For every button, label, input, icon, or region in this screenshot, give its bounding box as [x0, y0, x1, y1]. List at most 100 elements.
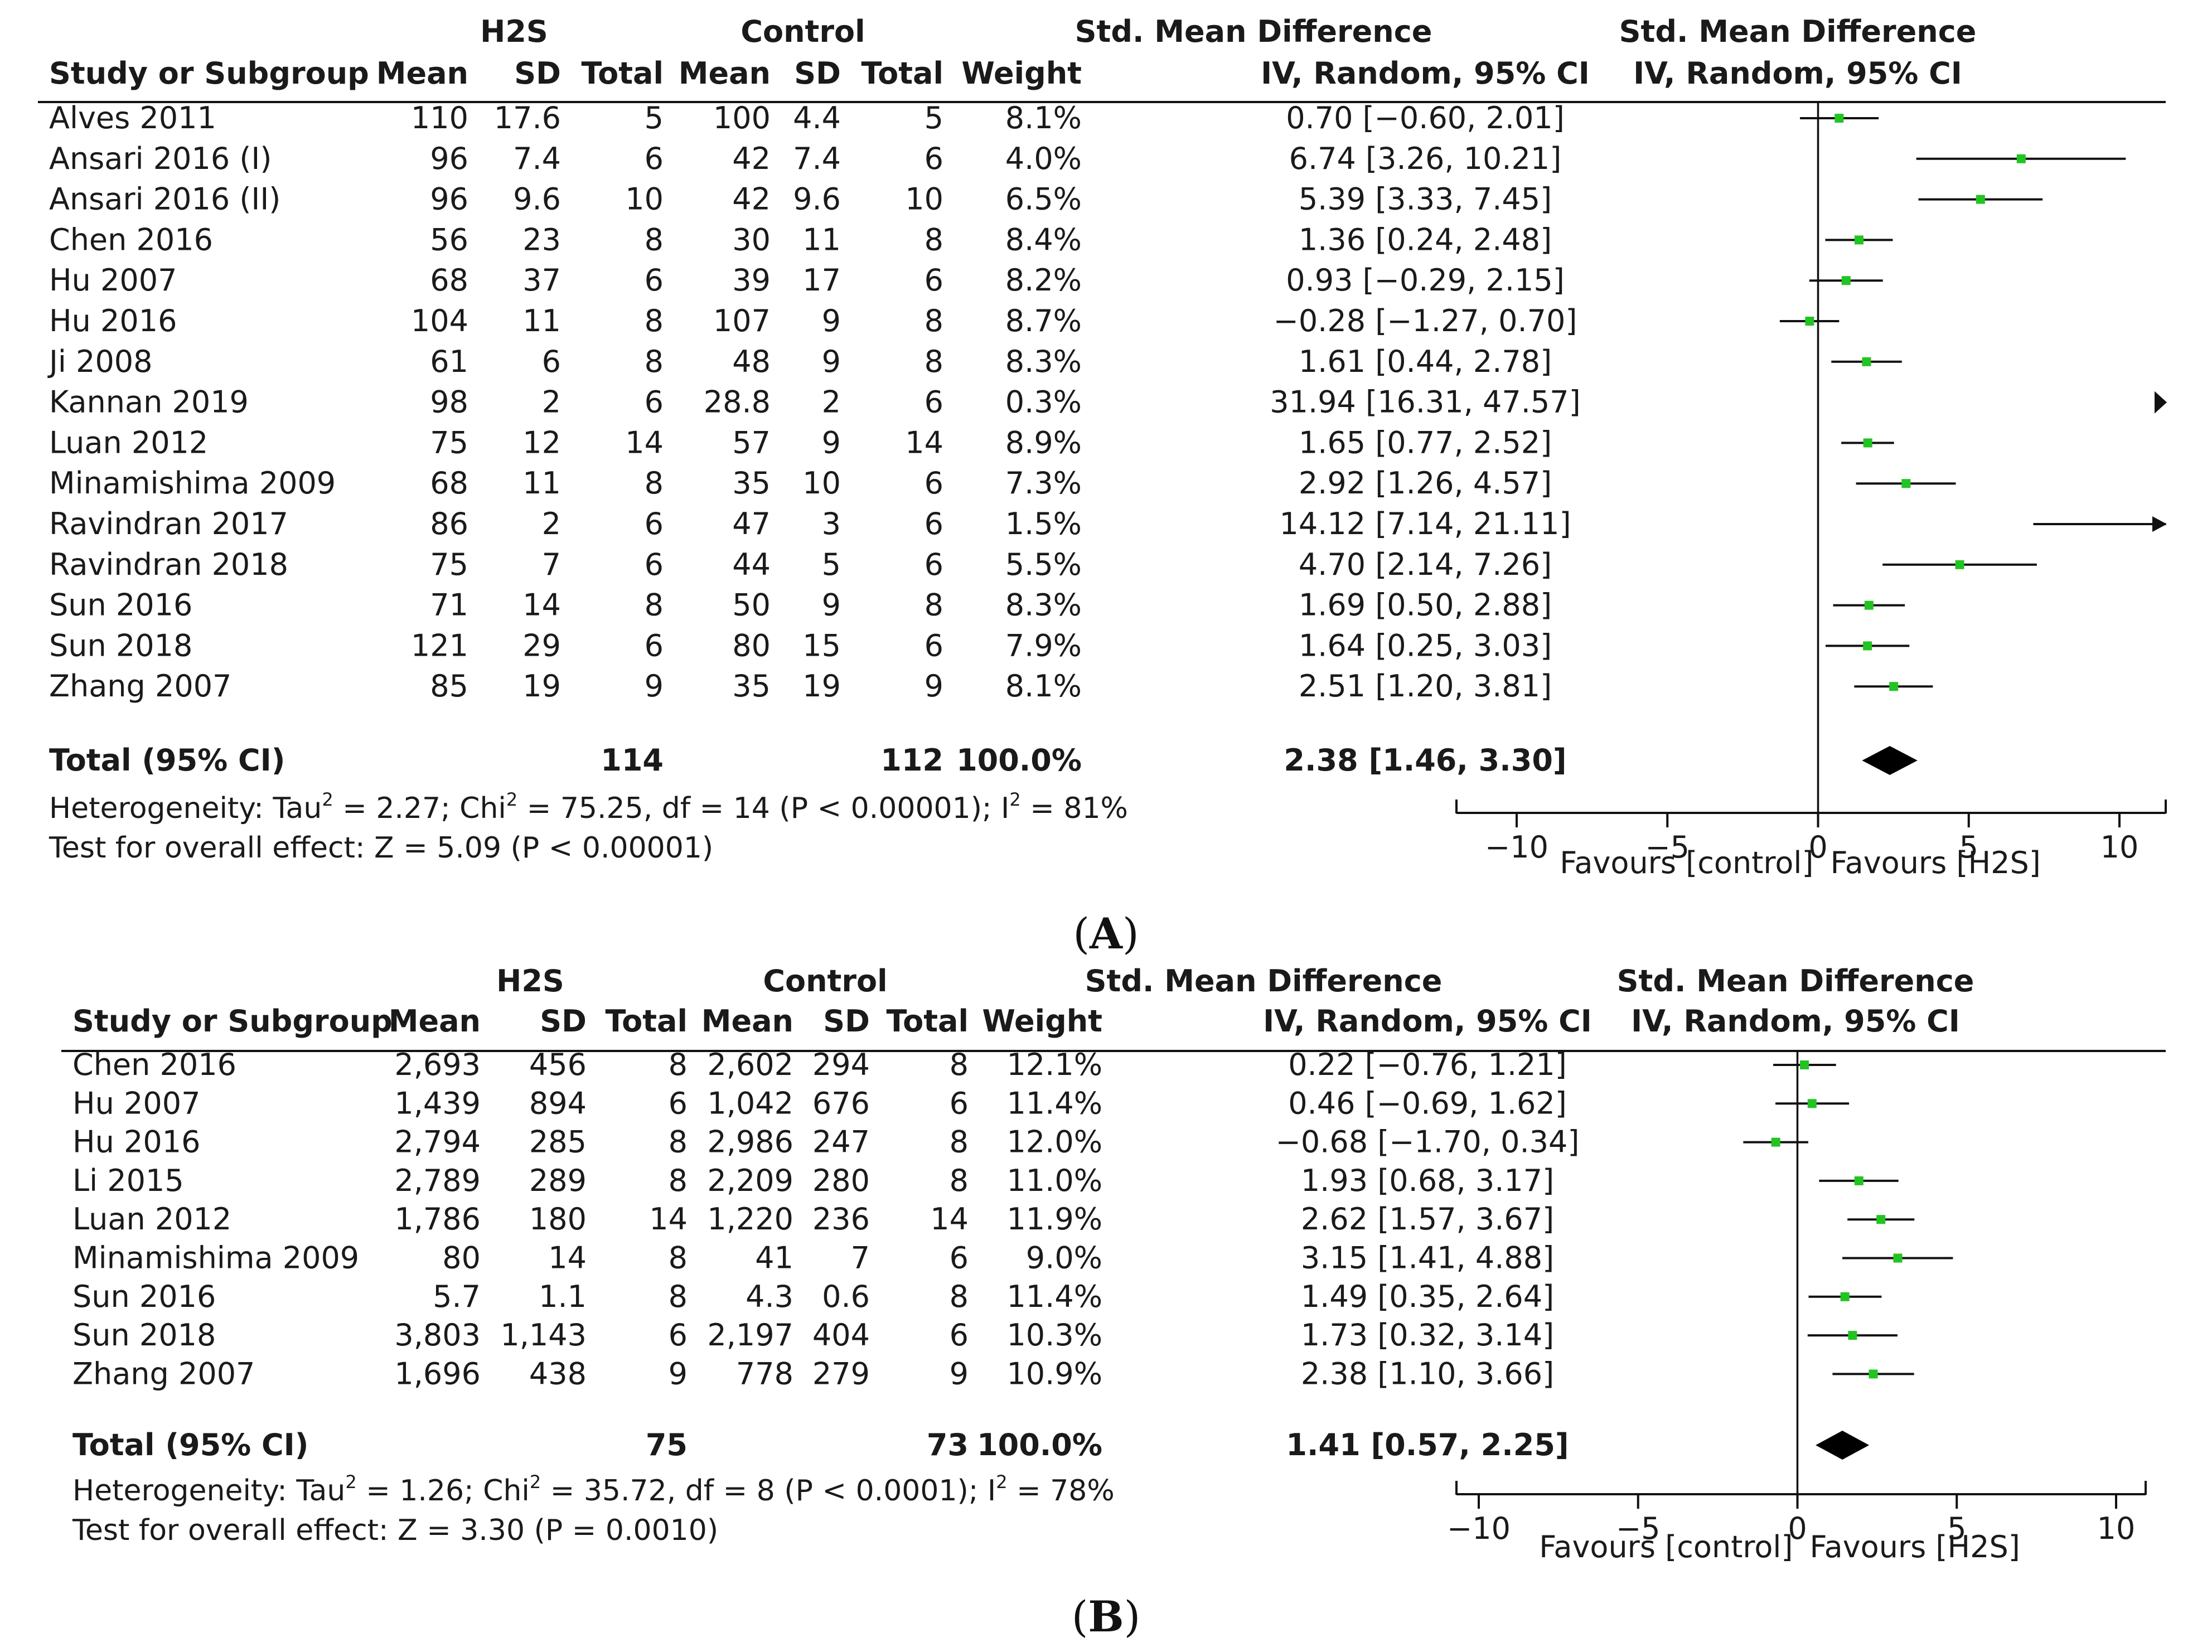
- study-name: Hu 2007: [72, 1086, 200, 1121]
- h2s-sd: 456: [529, 1047, 587, 1082]
- col-control-mean: Mean: [701, 1004, 793, 1039]
- smd-ci-text: 0.46 [−0.69, 1.62]: [1288, 1086, 1567, 1121]
- control-sd: 3: [822, 506, 841, 541]
- control-sd: 10: [802, 466, 841, 501]
- point-estimate: [1901, 479, 1911, 488]
- study-row: Sun 2018 3,803 1,143 6 2,197 404 6 10.3% 1.73 [0…: [72, 1317, 1898, 1353]
- heterogeneity-prefix: Heterogeneity: Tau: [72, 1474, 345, 1508]
- control-sd: 279: [812, 1356, 870, 1391]
- h2s-total: 6: [645, 141, 664, 176]
- group-header-h2s: H2S: [496, 963, 564, 999]
- h2s-sd: 285: [529, 1125, 587, 1160]
- smd-ci-text: 31.94 [16.31, 47.57]: [1270, 385, 1580, 420]
- h2s-mean: 68: [430, 466, 468, 501]
- point-estimate: [1869, 1369, 1878, 1379]
- point-estimate: [1771, 1137, 1780, 1147]
- h2s-mean: 121: [411, 628, 468, 663]
- control-total: 5: [925, 100, 943, 135]
- h2s-mean: 104: [411, 303, 468, 338]
- study-name: Hu 2016: [72, 1125, 200, 1160]
- control-sd: 236: [812, 1202, 870, 1237]
- h2s-total: 6: [645, 547, 664, 582]
- h2s-sd: 11: [522, 466, 561, 501]
- weight: 8.7%: [1005, 303, 1082, 338]
- heterogeneity-text: Heterogeneity: Tau2 = 2.27; Chi2 = 75.25…: [49, 789, 1128, 825]
- smd-ci-text: 1.93 [0.68, 3.17]: [1301, 1163, 1554, 1198]
- study-name: Hu 2016: [49, 303, 177, 338]
- study-name: Sun 2018: [72, 1317, 216, 1353]
- h2s-mean: 75: [430, 547, 468, 582]
- x-tick-label: 0: [1808, 830, 1827, 865]
- x-tick-label: −10: [1485, 830, 1548, 865]
- h2s-sd: 438: [529, 1356, 587, 1391]
- h2s-mean: 56: [430, 222, 468, 257]
- control-mean: 48: [732, 344, 771, 379]
- weight: 7.9%: [1005, 628, 1082, 663]
- control-mean: 4.3: [746, 1279, 793, 1314]
- study-name: Luan 2012: [72, 1202, 231, 1237]
- study-name: Ravindran 2018: [49, 547, 288, 582]
- x-tick-label: 10: [2100, 830, 2139, 865]
- weight: 8.3%: [1005, 344, 1082, 379]
- plot-header-title: Std. Mean Difference: [1617, 963, 1974, 999]
- control-sd: 15: [802, 628, 841, 663]
- effect-header: Std. Mean Difference: [1085, 963, 1443, 999]
- h2s-mean: 5.7: [433, 1279, 481, 1314]
- h2s-sd: 2: [542, 385, 561, 420]
- h2s-sd: 894: [529, 1086, 587, 1121]
- study-row: Sun 2018 121 29 6 80 15 6 7.9% 1.64 [0.25, 3.03]: [49, 628, 1910, 663]
- h2s-total: 8: [669, 1163, 688, 1198]
- h2s-mean: 2,794: [394, 1125, 481, 1160]
- h2s-total: 8: [669, 1047, 688, 1082]
- smd-ci-text: 1.61 [0.44, 2.78]: [1299, 344, 1552, 379]
- x-tick-label: 5: [1947, 1511, 1966, 1546]
- h2s-sd: 9.6: [513, 182, 561, 217]
- study-row: Ansari 2016 (I) 96 7.4 6 42 7.4 6 4.0% 6.74 [3.2…: [49, 141, 2126, 176]
- study-name: Sun 2016: [49, 588, 192, 623]
- h2s-total: 6: [645, 628, 664, 663]
- h2s-mean: 1,696: [394, 1356, 481, 1391]
- total-weight: 100.0%: [956, 743, 1082, 778]
- control-mean: 30: [732, 222, 771, 257]
- col-weight: Weight: [961, 56, 1082, 91]
- col-study: Study or Subgroup: [49, 56, 369, 91]
- h2s-sd: 14: [548, 1241, 587, 1276]
- control-mean: 107: [713, 303, 771, 338]
- h2s-total: 6: [669, 1317, 688, 1353]
- weight: 5.5%: [1005, 547, 1082, 582]
- heterogeneity-mid: = 1.26; Chi: [357, 1474, 530, 1508]
- study-row: Ji 2008 61 6 8 48 9 8 8.3% 1.61 [0.44, 2.78]: [47, 344, 1902, 379]
- h2s-mean: 1,439: [394, 1086, 481, 1121]
- col-weight: Weight: [982, 1004, 1102, 1039]
- total-ci-text: 2.38 [1.46, 3.30]: [1284, 743, 1566, 778]
- control-total: 8: [925, 303, 943, 338]
- favours-control-label: Favours [control]: [1539, 1529, 1793, 1564]
- h2s-mean: 75: [430, 425, 468, 460]
- study-row: Kannan 2019 98 2 6 28.8 2 6 0.3% 31.94 [16.31, 4…: [49, 385, 2167, 420]
- control-sd: 5: [822, 547, 841, 582]
- x-tick-label: −5: [1645, 830, 1690, 865]
- h2s-mean: 2,789: [394, 1163, 481, 1198]
- control-mean: 1,042: [707, 1086, 793, 1121]
- h2s-mean: 85: [430, 668, 468, 704]
- weight: 10.9%: [1006, 1356, 1102, 1391]
- point-estimate: [1800, 1060, 1809, 1069]
- smd-ci-text: 1.64 [0.25, 3.03]: [1299, 628, 1552, 663]
- ci-arrow: [2152, 516, 2167, 532]
- control-mean: 778: [736, 1356, 793, 1391]
- study-row: Hu 2016 2,794 285 8 2,986 247 8 12.0% −0.68 [−1.…: [72, 1125, 1808, 1160]
- study-row: Hu 2007 68 37 6 39 17 6 8.2% 0.93 [−0.29, 2.15]: [49, 263, 1883, 298]
- control-sd: 9: [822, 303, 841, 338]
- study-name: Kannan 2019: [49, 385, 249, 420]
- weight: 8.1%: [1005, 100, 1082, 135]
- control-total: 10: [905, 182, 943, 217]
- study-name: Alves 2011: [49, 100, 216, 135]
- study-row: Chen 2016 56 23 8 30 11 8 8.4% 1.36 [0.24, 2.48]: [49, 222, 1893, 257]
- control-total: 6: [925, 547, 943, 582]
- col-h2s-mean: Mean: [376, 56, 468, 91]
- control-mean: 1,220: [707, 1202, 793, 1237]
- h2s-sd: 11: [522, 303, 561, 338]
- study-row: Minamishima 2009 80 14 8 41 7 6 9.0% 3.15 [1.41,…: [72, 1241, 1953, 1276]
- h2s-sd: 19: [522, 668, 561, 704]
- h2s-total: 10: [625, 182, 664, 217]
